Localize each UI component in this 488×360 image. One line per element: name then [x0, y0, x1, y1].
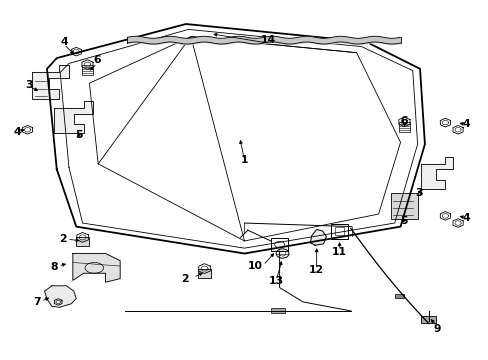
Text: 4: 4: [462, 120, 469, 129]
Bar: [198, 269, 210, 278]
Text: 5: 5: [75, 130, 82, 140]
Bar: [270, 238, 288, 251]
Text: 4: 4: [462, 213, 469, 222]
Polygon shape: [54, 101, 93, 134]
Text: 12: 12: [308, 265, 324, 275]
Text: 8: 8: [51, 262, 58, 272]
Text: 1: 1: [240, 155, 248, 165]
Bar: [390, 193, 417, 220]
Bar: [330, 225, 347, 239]
Text: 3: 3: [414, 188, 422, 198]
Text: 10: 10: [247, 261, 263, 271]
Bar: [334, 226, 344, 234]
Polygon shape: [310, 229, 326, 245]
Polygon shape: [73, 253, 120, 282]
Text: 4: 4: [60, 37, 68, 47]
Bar: [271, 309, 285, 314]
Bar: [76, 237, 89, 246]
Polygon shape: [420, 157, 452, 189]
Text: 3: 3: [25, 80, 33, 90]
Polygon shape: [32, 65, 69, 99]
Text: 14: 14: [260, 35, 275, 45]
Text: 6: 6: [400, 116, 407, 126]
Text: 11: 11: [331, 247, 346, 257]
Text: 9: 9: [432, 324, 440, 334]
Text: 5: 5: [400, 216, 407, 226]
Text: 2: 2: [59, 234, 66, 244]
Bar: [420, 316, 435, 323]
Text: 13: 13: [268, 276, 283, 286]
Text: 2: 2: [181, 274, 188, 284]
Bar: [398, 122, 409, 132]
Text: 4: 4: [14, 127, 21, 136]
Polygon shape: [44, 286, 76, 307]
Bar: [394, 294, 404, 298]
Text: 6: 6: [93, 55, 101, 65]
Bar: [81, 64, 93, 75]
Text: 7: 7: [34, 297, 41, 307]
